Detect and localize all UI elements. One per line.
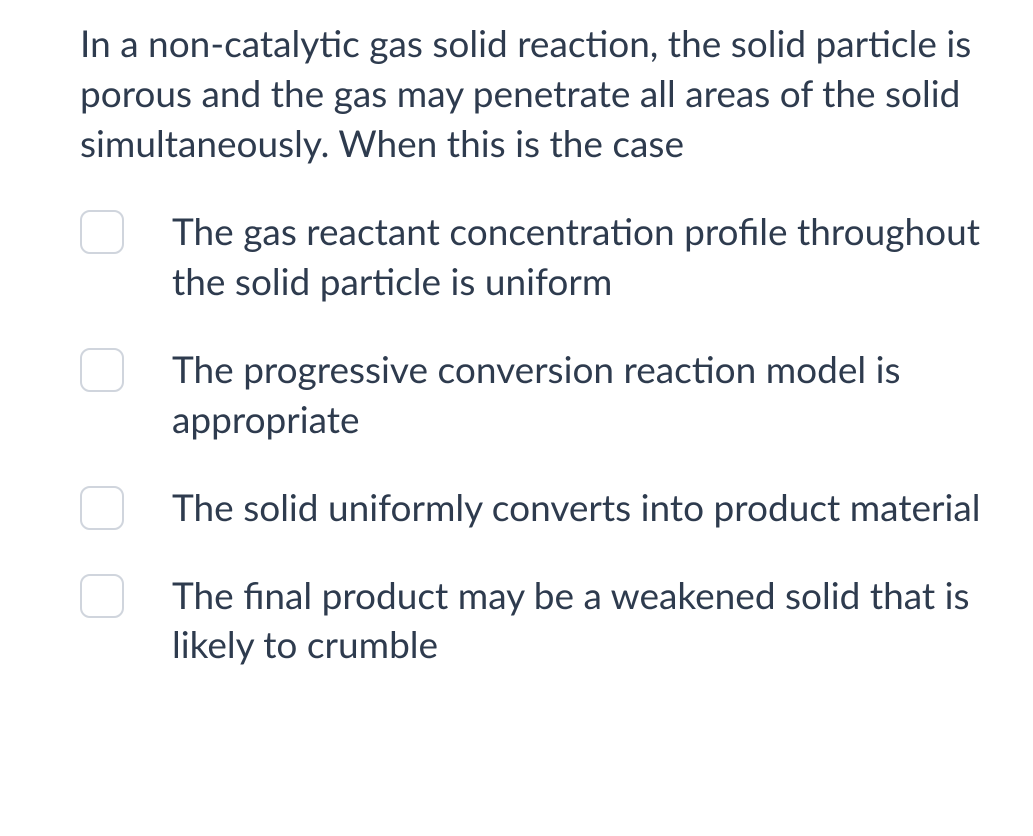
option-checkbox-3[interactable]	[80, 486, 124, 530]
option-label: The gas reactant concentration profile t…	[172, 206, 1013, 306]
option-checkbox-1[interactable]	[80, 210, 124, 254]
option-row: The solid uniformly converts into produc…	[80, 482, 1013, 532]
option-checkbox-4[interactable]	[80, 574, 124, 618]
option-label: The final product may be a weakened soli…	[172, 570, 1013, 670]
option-row: The final product may be a weakened soli…	[80, 570, 1013, 670]
option-label: The progressive conversion reaction mode…	[172, 344, 1013, 444]
question-prompt: In a non-catalytic gas solid reaction, t…	[80, 18, 1013, 168]
option-checkbox-2[interactable]	[80, 348, 124, 392]
option-row: The gas reactant concentration profile t…	[80, 206, 1013, 306]
options-list: The gas reactant concentration profile t…	[80, 206, 1013, 670]
option-row: The progressive conversion reaction mode…	[80, 344, 1013, 444]
option-label: The solid uniformly converts into produc…	[172, 482, 981, 532]
